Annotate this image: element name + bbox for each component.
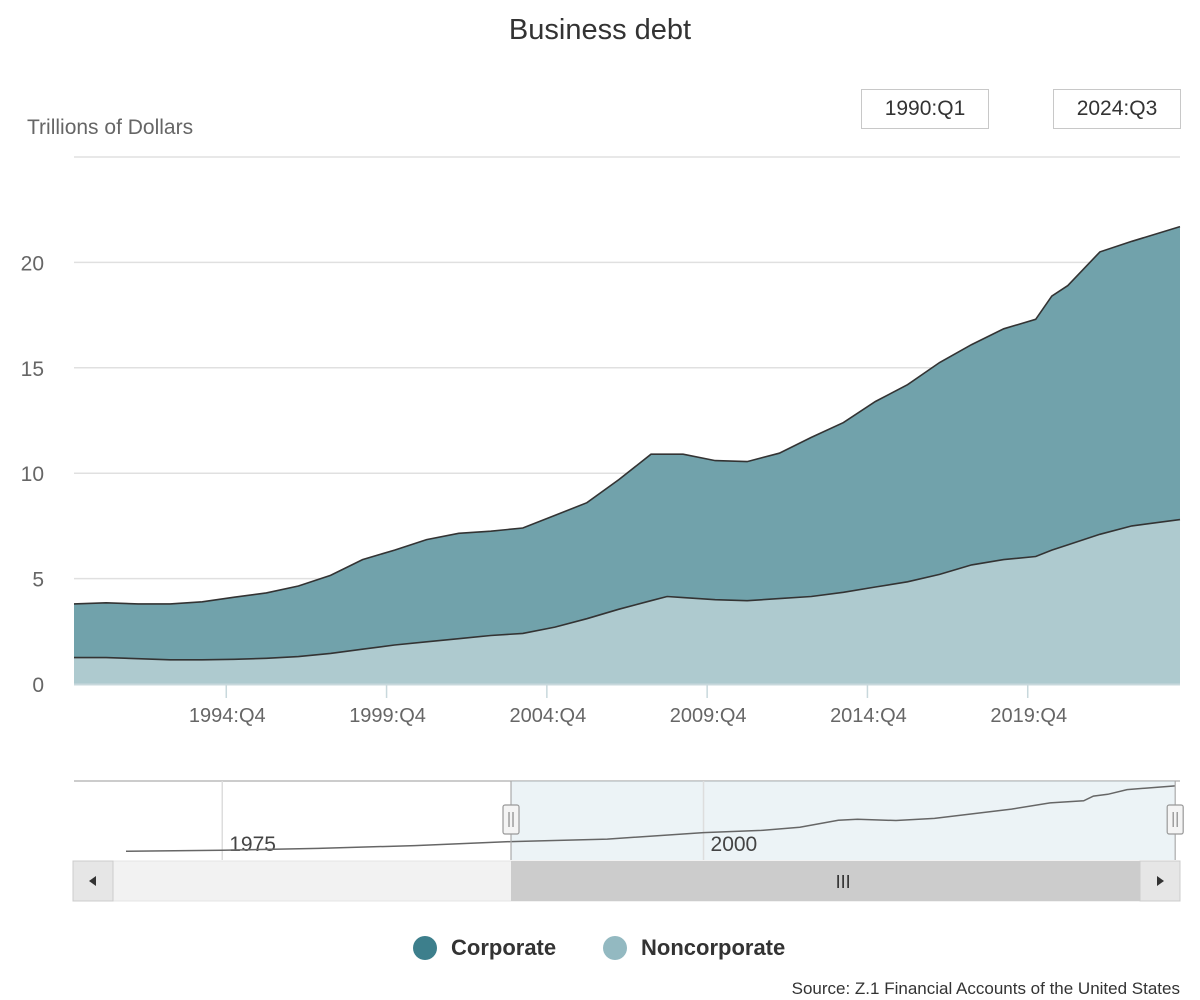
legend-label-noncorporate: Noncorporate xyxy=(641,935,786,960)
y-tick-label: 15 xyxy=(21,358,44,381)
area-corporate xyxy=(74,226,1180,660)
legend: Corporate Noncorporate xyxy=(0,932,1200,964)
legend-item-corporate[interactable]: Corporate xyxy=(413,932,556,964)
scrollbar-grip: III xyxy=(836,872,851,892)
area-noncorporate xyxy=(74,519,1180,684)
x-tick-label: 2009:Q4 xyxy=(670,705,747,727)
legend-dot-corporate xyxy=(413,936,437,960)
scrollbar-thumb[interactable] xyxy=(511,861,1176,901)
plot-areas xyxy=(73,225,1181,684)
source-note: Source: Z.1 Financial Accounts of the Un… xyxy=(791,979,1180,998)
navigator-label: 2000 xyxy=(711,833,758,856)
scrollbar[interactable]: III xyxy=(72,860,1181,902)
x-tick-label: 2004:Q4 xyxy=(509,705,586,727)
legend-dot-noncorporate xyxy=(603,936,627,960)
x-tick-label: 2014:Q4 xyxy=(830,705,907,727)
y-axis-label: Trillions of Dollars xyxy=(27,116,194,139)
x-axis: 1994:Q4 1999:Q4 2004:Q4 2009:Q4 2014:Q4 2019:… xyxy=(74,683,1180,727)
navigator-label: 1975 xyxy=(229,833,276,856)
line-noncorporate xyxy=(74,518,1181,661)
chart-title: Business debt xyxy=(508,14,692,46)
range-to-input[interactable]: 2024:Q3 xyxy=(1053,89,1181,129)
y-tick-label: 5 xyxy=(32,569,44,592)
x-tick-label: 2019:Q4 xyxy=(990,705,1067,727)
navigator-handle-left[interactable] xyxy=(502,804,520,835)
x-tick-label: 1999:Q4 xyxy=(349,705,426,727)
legend-item-noncorporate[interactable]: Noncorporate xyxy=(603,932,785,964)
y-tick-label: 0 xyxy=(32,674,44,697)
navigator-series xyxy=(125,785,1176,853)
y-axis: 0 5 10 15 20 xyxy=(21,252,44,697)
x-tick-label: 1994:Q4 xyxy=(189,705,266,727)
arrow-right-icon xyxy=(1157,876,1164,886)
legend-label-corporate: Corporate xyxy=(451,935,557,960)
navigator[interactable]: 1975 2000 xyxy=(74,780,1184,860)
line-corporate xyxy=(73,225,1181,605)
navigator-handle-right[interactable] xyxy=(1166,804,1184,835)
y-tick-label: 10 xyxy=(21,463,44,486)
y-tick-label: 20 xyxy=(21,252,44,275)
range-from-input[interactable]: 1990:Q1 xyxy=(861,89,989,129)
arrow-left-icon xyxy=(89,876,96,886)
